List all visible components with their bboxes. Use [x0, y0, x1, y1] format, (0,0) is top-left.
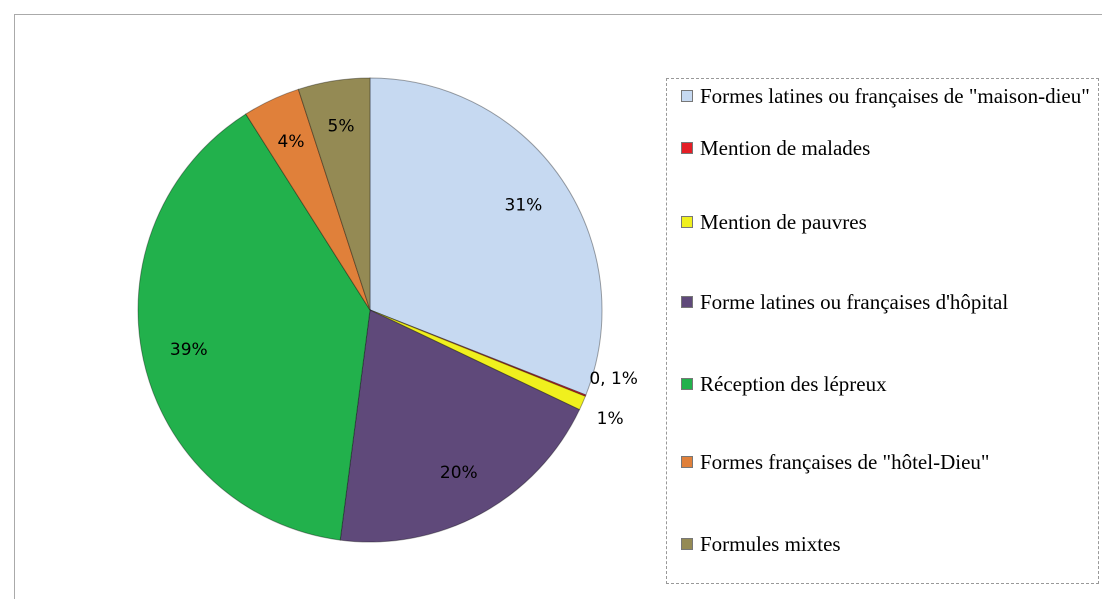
data-label: 4%	[278, 132, 305, 152]
legend-entry: Formes françaises de "hôtel-Dieu"	[681, 449, 1100, 475]
pie-slice	[369, 309, 587, 397]
data-label: 1%	[597, 409, 624, 429]
legend-swatch	[681, 216, 693, 228]
data-label: 0, 1%	[589, 369, 638, 389]
legend: Formes latines ou françaises de "maison-…	[666, 78, 1099, 584]
legend-entry: Mention de pauvres	[681, 209, 1100, 235]
legend-entry: Réception des lépreux	[681, 371, 1100, 397]
pie-slice	[137, 113, 371, 541]
legend-swatch	[681, 90, 693, 102]
pie-slice	[245, 88, 371, 311]
legend-swatch	[681, 378, 693, 390]
legend-label: Formes latines ou françaises de "maison-…	[700, 84, 1090, 108]
legend-swatch	[681, 538, 693, 550]
legend-entry: Forme latines ou françaises d'hôpital	[681, 289, 1100, 315]
pie-slice	[369, 309, 586, 411]
data-label: 20%	[440, 463, 478, 483]
legend-swatch	[681, 142, 693, 154]
legend-swatch	[681, 456, 693, 468]
legend-swatch	[681, 296, 693, 308]
legend-label: Forme latines ou françaises d'hôpital	[700, 290, 1009, 314]
pie-slice	[339, 309, 581, 543]
legend-entry: Formes latines ou françaises de "maison-…	[681, 83, 1100, 109]
pie-slice	[297, 77, 371, 311]
chart-border	[14, 14, 1102, 599]
legend-entry: Mention de malades	[681, 135, 1100, 161]
legend-label: Mention de pauvres	[700, 210, 867, 234]
pie-slice	[369, 77, 603, 396]
data-label: 31%	[505, 196, 543, 216]
legend-label: Mention de malades	[700, 136, 871, 160]
legend-entry: Formules mixtes	[681, 531, 1100, 557]
data-label: 39%	[170, 340, 208, 360]
legend-label: Réception des lépreux	[700, 372, 887, 396]
data-label: 5%	[328, 117, 355, 137]
legend-label: Formules mixtes	[700, 532, 841, 556]
legend-label: Formes françaises de "hôtel-Dieu"	[700, 450, 990, 474]
